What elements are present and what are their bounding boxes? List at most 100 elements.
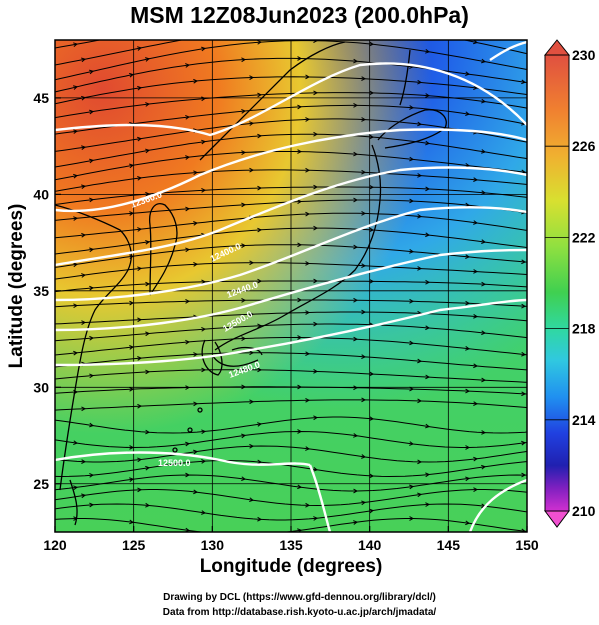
streamline-arrow	[185, 155, 191, 160]
streamline-arrow	[89, 373, 95, 379]
streamline-arrow	[249, 311, 255, 317]
streamline-arrow	[249, 75, 255, 80]
streamline-arrow	[481, 239, 487, 244]
streamline-arrow	[89, 247, 95, 253]
streamline-arrow	[305, 261, 311, 266]
streamline-arrow	[409, 198, 415, 204]
streamline-arrow	[409, 340, 415, 346]
streamline-arrow	[369, 371, 375, 377]
streamline-arrow	[81, 57, 87, 63]
streamline-arrow	[305, 351, 311, 357]
streamline-arrow	[145, 102, 151, 107]
streamline-arrow	[353, 297, 359, 303]
streamline-arrow	[353, 103, 359, 108]
colorbar-label: 210	[572, 503, 596, 519]
streamline-arrow	[473, 85, 479, 91]
streamline	[55, 323, 527, 342]
streamline-arrow	[417, 213, 423, 219]
x-tick-label: 140	[358, 537, 382, 553]
streamline-arrow	[305, 117, 311, 122]
streamline-arrow	[417, 358, 423, 364]
streamline-arrow	[185, 339, 191, 345]
x-tick-label: 145	[437, 537, 461, 553]
streamline	[55, 40, 527, 81]
streamline-arrow	[481, 98, 487, 104]
streamline	[55, 416, 527, 434]
streamline-arrow	[145, 57, 151, 62]
streamline-arrow	[241, 243, 247, 249]
streamline-arrow	[193, 261, 199, 267]
streamline-arrow	[89, 158, 95, 164]
streamline-arrow	[409, 156, 415, 162]
streamline-arrow	[241, 57, 247, 63]
streamline-arrow	[409, 12, 413, 16]
streamline-arrow	[425, 279, 431, 285]
streamline-arrow	[297, 149, 303, 154]
streamline	[55, 244, 527, 268]
streamline-arrow	[81, 493, 87, 499]
streamline-arrow	[185, 115, 191, 120]
streamline	[55, 212, 527, 239]
coastlines	[55, 41, 447, 526]
streamline-arrow	[73, 216, 79, 221]
streamline	[55, 118, 527, 152]
streamline-arrow	[425, 502, 431, 507]
streamline-arrow	[361, 24, 365, 28]
streamline-arrow	[185, 247, 191, 253]
colorbar-bottom-arrow	[544, 510, 570, 528]
streamline-arrow	[201, 429, 207, 435]
streamline-arrow	[201, 326, 207, 332]
streamline-arrow	[313, 225, 319, 231]
streamline-arrow	[81, 232, 87, 238]
streamline-arrow	[73, 173, 79, 179]
streamline-arrow	[73, 303, 79, 309]
streamline-arrow	[529, 368, 533, 372]
colorbar: 230 226 222 218 214 210	[543, 39, 596, 528]
x-tick-label: 120	[43, 537, 67, 553]
streamline-arrow	[473, 487, 479, 492]
streamline-arrow	[145, 239, 151, 245]
streamline-arrow	[361, 76, 367, 81]
streamline-arrow	[465, 71, 471, 77]
streamline-arrow	[481, 377, 487, 383]
streamline	[55, 92, 527, 119]
streamline-arrow	[313, 368, 319, 374]
streamline-arrow	[297, 297, 303, 303]
y-tick-label: 35	[33, 283, 49, 299]
streamline-arrow	[305, 310, 311, 315]
streamline-arrow	[185, 63, 191, 68]
streamline-arrow	[89, 197, 95, 203]
streamline-arrow	[257, 459, 263, 465]
drawing-credit: Drawing by DCL (https://www.gfd-dennou.o…	[163, 592, 436, 603]
streamline-arrow	[193, 489, 199, 495]
streamline-arrow	[145, 331, 151, 337]
streamline-arrow	[417, 492, 423, 498]
y-tick-label: 30	[33, 379, 49, 395]
streamline-arrow	[257, 367, 263, 373]
streamline-arrow	[257, 92, 263, 98]
streamline-arrow	[241, 384, 247, 390]
streamline-arrow	[417, 398, 423, 404]
streamline-arrow	[409, 484, 415, 490]
streamline-arrow	[241, 533, 245, 537]
colorbar-label: 230	[572, 47, 596, 63]
streamline-arrow	[201, 46, 207, 52]
streamline-arrow	[417, 266, 423, 271]
streamline-arrow	[305, 397, 311, 403]
streamline-arrow	[145, 369, 151, 375]
map-plot-area: 12360.0 12400.0 12440.0 12480.0 12500.0 …	[55, 12, 533, 537]
streamline-arrow	[473, 177, 479, 182]
streamline-arrow	[297, 199, 303, 205]
streamline-arrow	[185, 24, 189, 28]
streamline-arrow	[297, 242, 303, 248]
y-tick-label: 25	[33, 476, 49, 492]
streamline-arrow	[465, 300, 471, 306]
colorbar-label: 214	[572, 412, 596, 428]
streamline-arrow	[481, 149, 487, 154]
streamline	[55, 262, 527, 280]
streamline-arrow	[409, 516, 415, 521]
streamline-arrow	[313, 466, 319, 472]
streamline-arrow	[145, 281, 151, 287]
streamline-arrow	[529, 491, 533, 495]
streamline-arrow	[353, 488, 359, 494]
